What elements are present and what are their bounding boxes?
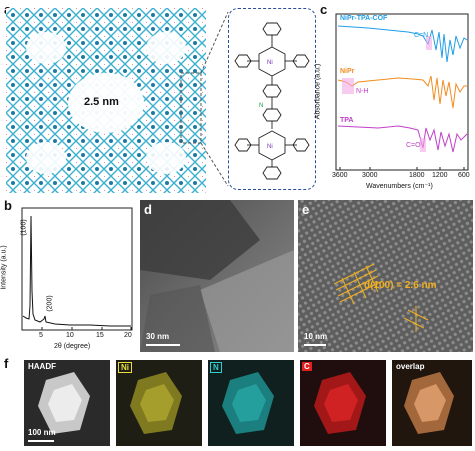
series-line-nipr (337, 75, 467, 109)
y-axis-label: Absorbance (a.u.) (314, 63, 322, 120)
xtick-5: 5 (39, 332, 43, 339)
pxrd-chart (21, 207, 133, 331)
d-spacing-label: d(100) = 2.6 nm (364, 280, 437, 291)
xtick-10: 10 (66, 332, 74, 339)
xtick-3600: 3600 (332, 172, 348, 179)
map-label-n: N (210, 362, 222, 373)
n-map-particle (222, 372, 274, 434)
xtick-1200: 1200 (432, 172, 448, 179)
tem-image-d (140, 200, 294, 352)
scale-bar-d (146, 344, 180, 346)
n-atom-linker: N (259, 103, 263, 109)
map-ni: Ni (116, 360, 202, 446)
series-line-tpa (337, 125, 468, 153)
panel-label-c: c (320, 2, 328, 17)
c-map-particle (314, 372, 366, 434)
scale-text-e: 10 nm (304, 332, 328, 341)
xtick-600: 600 (458, 172, 470, 179)
molecule-box: Ni N Ni (228, 8, 316, 190)
xtick-3000: 3000 (362, 172, 378, 179)
haadf-particle (38, 372, 90, 434)
ni-map-particle (130, 372, 182, 434)
panel-c: c NiPr-TPA-COF C=N NiPr N-H TPA C=O Abso… (314, 0, 475, 196)
scale-bar-e (304, 344, 326, 346)
scale-bar-f (28, 440, 54, 442)
xtick-15: 15 (96, 332, 104, 339)
annot-co: C=O (406, 142, 421, 149)
map-label-haadf: HAADF (28, 362, 56, 371)
panel-f: f HAADF 100 nm Ni N C (0, 356, 475, 451)
pxrd-pattern (22, 215, 131, 327)
map-n: N (208, 360, 294, 446)
map-label-c: C (302, 362, 312, 371)
pore-size-label: 2.5 nm (84, 96, 119, 108)
y-axis-label: Intensity (a.u.) (0, 245, 8, 290)
annot-cn: C=N (414, 32, 429, 39)
map-haadf: HAADF 100 nm (24, 360, 110, 446)
panel-label-d: d (144, 202, 152, 217)
panel-b: b (100) (200) Intensity (a.u.) 5 10 15 2… (0, 196, 138, 356)
series-line-cof (337, 25, 468, 63)
legend-nipr: NiPr (340, 68, 355, 75)
xtick-20: 20 (124, 332, 132, 339)
peak-label-200: (200) (46, 295, 54, 312)
panel-label-b: b (4, 198, 12, 213)
cof-structure-image (6, 8, 206, 193)
panel-a: a 2.5 nm (0, 0, 318, 196)
legend-tpa: TPA (340, 117, 354, 124)
map-overlap: overlap (392, 360, 472, 446)
xtick-1800: 1800 (409, 172, 425, 179)
porphyrin-molecule-drawing: Ni N Ni (234, 22, 310, 180)
map-label-ni: Ni (118, 362, 132, 373)
panel-e: e d(100) = 2.6 nm 10 nm (298, 200, 473, 352)
x-axis-label: 2θ (degree) (54, 343, 91, 350)
annot-nh: N-H (356, 88, 369, 95)
x-axis-label: Wavenumbers (cm⁻¹) (366, 183, 433, 190)
hrtem-image-e (298, 200, 473, 352)
peak-label-100: (100) (20, 219, 28, 236)
legend-cof: NiPr-TPA-COF (340, 15, 388, 22)
panel-d: d 30 nm (140, 200, 294, 352)
ni-atom-top: Ni (267, 60, 273, 66)
overlap-map-particle (404, 372, 454, 434)
map-c: C (300, 360, 386, 446)
scale-text-d: 30 nm (146, 332, 170, 341)
panel-label-e: e (302, 202, 310, 217)
callout-lines (200, 11, 229, 187)
scale-text-f: 100 nm (28, 428, 56, 437)
ni-atom-bottom: Ni (267, 144, 273, 150)
panel-label-f: f (4, 356, 9, 371)
map-label-overlap: overlap (396, 362, 425, 371)
ftir-chart (335, 13, 469, 171)
